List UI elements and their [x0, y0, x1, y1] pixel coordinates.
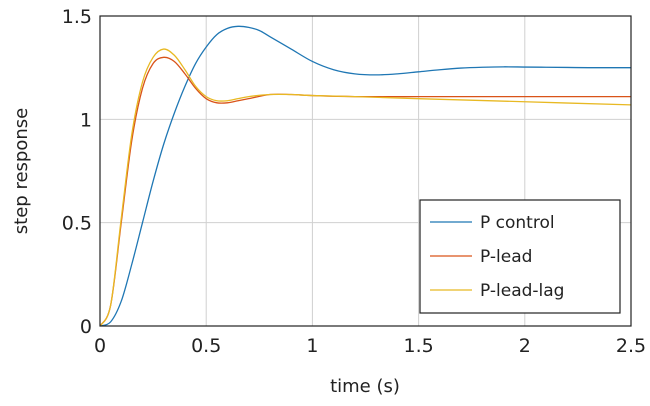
y-axis-label: step response: [11, 108, 32, 234]
tick-labels: 0 0.5 1 1.5 2 2.5 0 0.5 1 1.5: [62, 6, 646, 357]
y-tick-label: 0.5: [62, 213, 92, 235]
plot-frame: [99, 15, 632, 327]
legend-label-3: P-lead-lag: [480, 281, 564, 301]
x-tick-label: 2: [519, 335, 531, 357]
legend-label-2: P-lead: [480, 247, 532, 267]
x-tick-label: 0.5: [191, 335, 221, 357]
legend: P control P-lead P-lead-lag: [419, 199, 621, 314]
series-lines: [99, 25, 632, 327]
y-tick-label: 1: [80, 109, 92, 131]
x-tick-label: 0: [94, 335, 106, 357]
y-tick-label: 1.5: [62, 6, 92, 28]
x-axis-label: time (s): [330, 376, 400, 397]
y-tick-label: 0: [80, 316, 92, 338]
x-tick-label: 1: [306, 335, 318, 357]
x-tick-label: 1.5: [403, 335, 433, 357]
x-tick-label: 2.5: [616, 335, 646, 357]
series-line-1: [99, 25, 631, 327]
series-line-3: [99, 48, 632, 327]
legend-label-1: P control: [480, 213, 555, 233]
